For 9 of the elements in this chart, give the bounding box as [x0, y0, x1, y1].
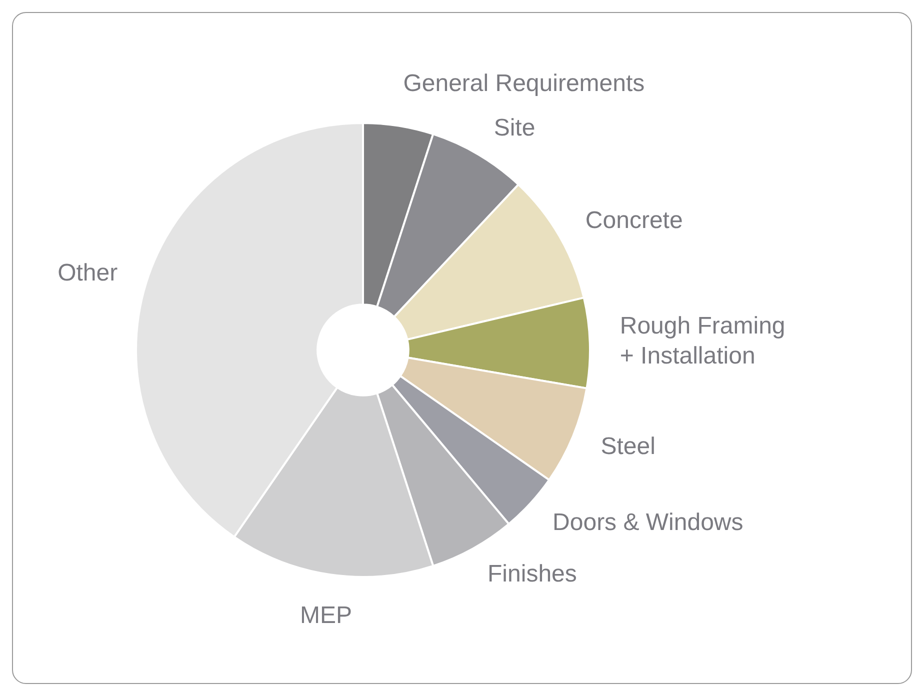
slice-label: Finishes: [488, 560, 577, 588]
slice-label: Steel: [600, 433, 656, 460]
slice-label: Other: [58, 259, 118, 286]
slice-label: Concrete: [585, 206, 683, 234]
slice-label: General Requirements: [403, 70, 645, 97]
slice-label: MEP: [300, 602, 352, 629]
slice-label: Doors & Windows: [552, 509, 744, 536]
slice-label: Site: [494, 114, 536, 142]
slice-label: Rough Framing + Installation: [620, 312, 786, 370]
